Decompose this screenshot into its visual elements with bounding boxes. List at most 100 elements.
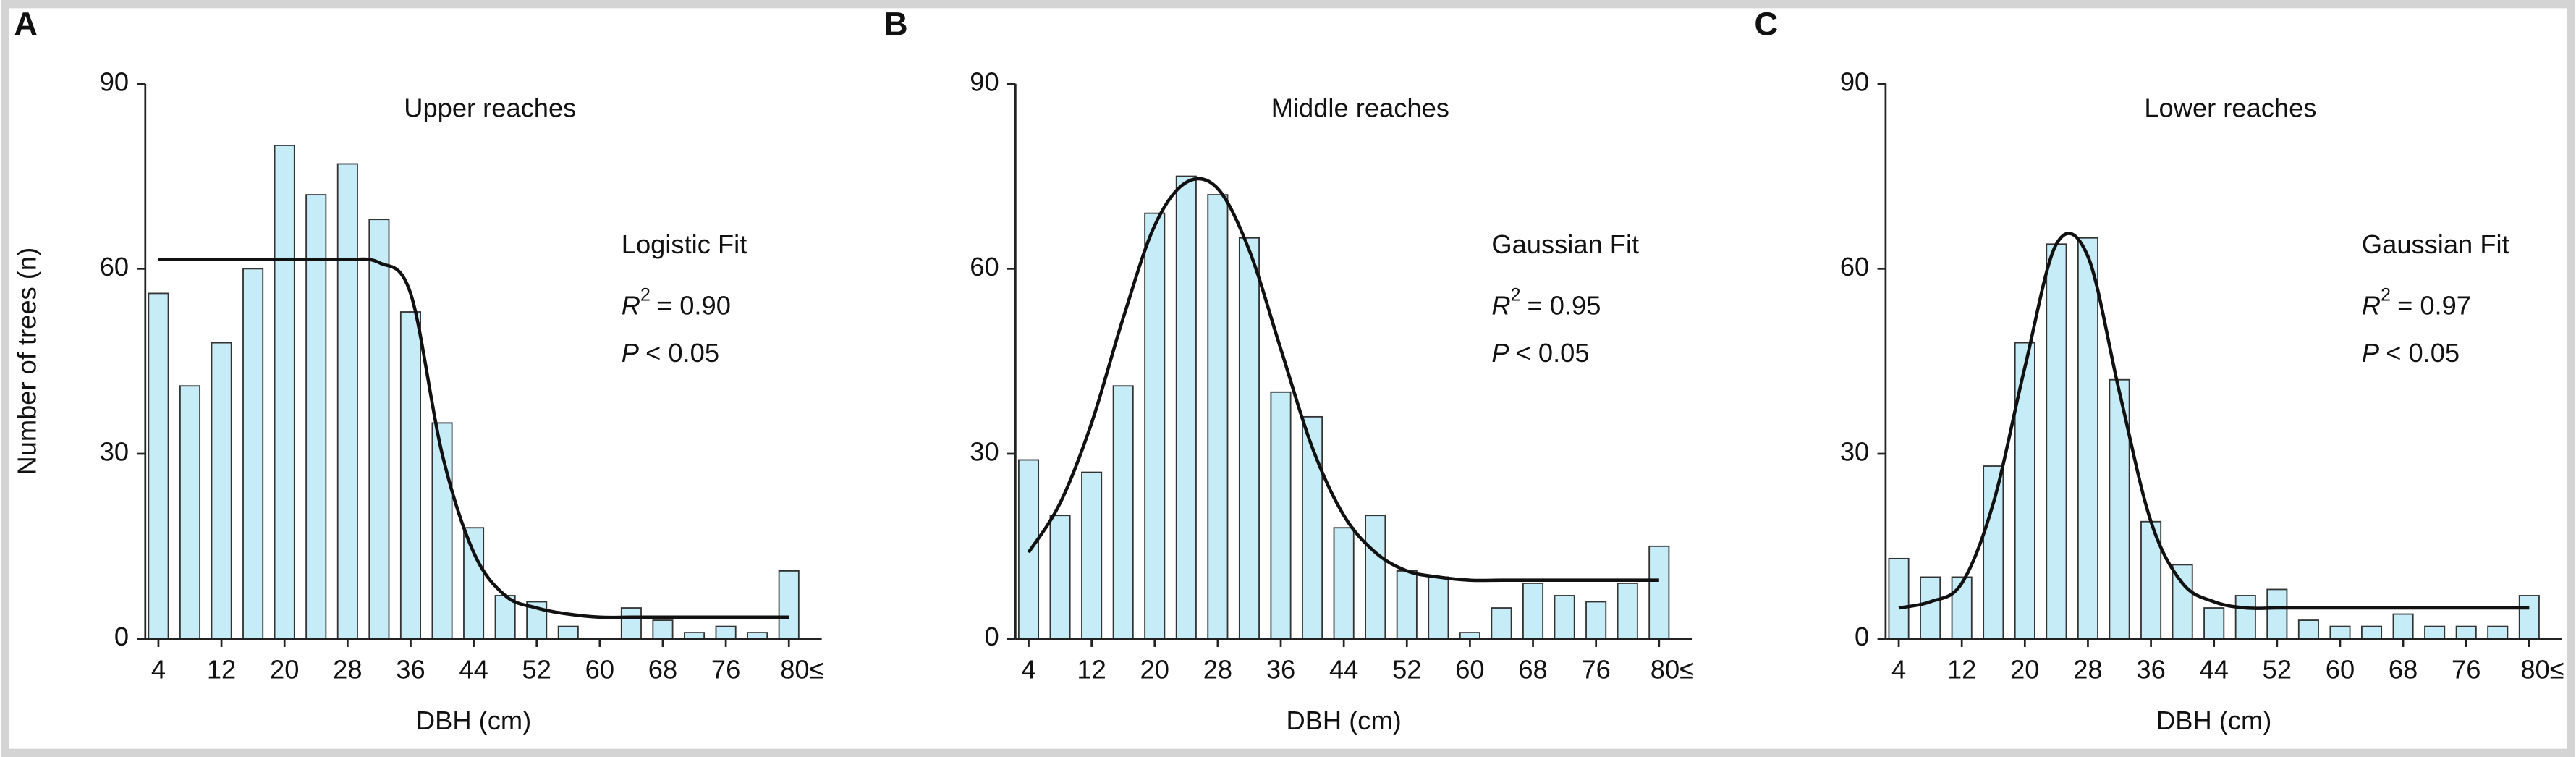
bar	[1112, 385, 1134, 640]
y-tick-label: 30	[970, 437, 999, 467]
x-tick-label: 20	[270, 655, 299, 685]
r2-sup: 2	[1511, 284, 1521, 305]
x-tick-label: 20	[2010, 655, 2039, 685]
x-tick-label: 76	[1581, 655, 1610, 685]
bar	[1396, 570, 1418, 640]
bar	[715, 625, 737, 640]
p-text: < 0.05	[2386, 338, 2460, 368]
bar	[1365, 515, 1386, 640]
x-tick-label: 60	[1455, 655, 1484, 685]
r2-text: = 0.97	[2397, 290, 2471, 320]
bar	[336, 163, 358, 640]
bar	[1333, 527, 1355, 640]
x-tick-label: 28	[2073, 655, 2102, 685]
bar	[778, 570, 800, 640]
bar	[148, 292, 169, 640]
bar	[2014, 342, 2035, 640]
y-tick-label: 60	[100, 252, 129, 282]
x-tick-label: 80≤	[2520, 655, 2564, 685]
x-tick-label: 80≤	[1651, 655, 1694, 685]
x-tick-label: 68	[648, 655, 677, 685]
bar	[2361, 625, 2383, 640]
bar	[463, 527, 485, 640]
bar	[1081, 471, 1103, 640]
x-tick-label: 36	[1266, 655, 1295, 685]
p-annotation: P < 0.05	[622, 338, 719, 368]
p-text: < 0.05	[1516, 338, 1590, 368]
x-tick-label: 36	[2136, 655, 2165, 685]
panel-letter: A	[14, 5, 38, 42]
x-axis-label: DBH (cm)	[2156, 706, 2271, 735]
x-axis-label: DBH (cm)	[1287, 706, 1402, 735]
r2-sup: 2	[2381, 284, 2391, 305]
fit-curve	[1898, 232, 2530, 610]
y-tick-label: 90	[100, 67, 129, 96]
bar	[1238, 237, 1260, 640]
y-tick-label: 30	[1840, 437, 1869, 467]
bar	[1522, 583, 1544, 640]
y-tick-label: 60	[1840, 252, 1869, 282]
x-tick-label: 68	[1518, 655, 1547, 685]
bar	[1207, 194, 1229, 640]
p-symbol: P	[1491, 338, 1509, 368]
bar	[1270, 391, 1292, 640]
r2-symbol: R	[622, 290, 640, 320]
r2-symbol: R	[1491, 290, 1510, 320]
bar	[1920, 576, 1941, 640]
bar	[494, 595, 516, 640]
bar	[1983, 465, 2004, 640]
x-tick-label: 12	[1947, 655, 1976, 685]
bar	[2203, 607, 2225, 640]
p-annotation: P < 0.05	[1491, 338, 1589, 368]
p-text: < 0.05	[645, 338, 719, 368]
x-tick-label: 76	[2452, 655, 2480, 685]
bar	[2487, 625, 2509, 640]
bar	[1175, 175, 1197, 640]
y-tick-label: 90	[1840, 67, 1869, 96]
p-symbol: P	[622, 338, 639, 368]
bar	[368, 219, 390, 640]
x-tick-label: 52	[2263, 655, 2292, 685]
bar	[179, 385, 201, 640]
p-annotation: P < 0.05	[2362, 338, 2460, 368]
x-tick-label: 52	[522, 655, 551, 685]
bar	[1648, 545, 1670, 640]
fit-name: Gaussian Fit	[2362, 229, 2509, 259]
panel-letter: B	[884, 5, 908, 42]
bar	[274, 145, 295, 640]
y-tick-label: 30	[100, 437, 129, 467]
x-tick-label: 28	[1203, 655, 1232, 685]
r2-annotation: R2 = 0.97	[2362, 284, 2471, 320]
x-tick-label: 4	[1021, 655, 1035, 685]
x-tick-label: 12	[207, 655, 236, 685]
bar	[305, 194, 327, 640]
x-tick-label: 68	[2389, 655, 2418, 685]
panel-title: Upper reaches	[404, 93, 576, 123]
bar	[242, 268, 264, 640]
bar	[1617, 583, 1638, 640]
bar	[1049, 515, 1071, 640]
bar	[2329, 625, 2351, 640]
x-tick-label: 60	[2326, 655, 2355, 685]
bar	[1017, 459, 1040, 640]
x-tick-label: 44	[459, 655, 488, 685]
bar	[1144, 212, 1166, 640]
bar	[620, 607, 642, 640]
bar	[1888, 557, 1910, 640]
bar	[652, 619, 674, 640]
bar	[211, 342, 232, 640]
x-axis-label: DBH (cm)	[416, 706, 531, 735]
r2-text: = 0.90	[657, 290, 731, 320]
bar	[1585, 601, 1607, 640]
bar	[1428, 576, 1449, 640]
bar	[399, 311, 421, 640]
bar	[1951, 576, 1973, 640]
y-axis-label: Number of trees (n)	[12, 248, 41, 475]
x-tick-label: 12	[1077, 655, 1106, 685]
x-tick-label: 76	[711, 655, 740, 685]
fit-curve	[1027, 177, 1659, 583]
y-tick-label: 60	[970, 252, 999, 282]
r2-symbol: R	[2362, 290, 2381, 320]
